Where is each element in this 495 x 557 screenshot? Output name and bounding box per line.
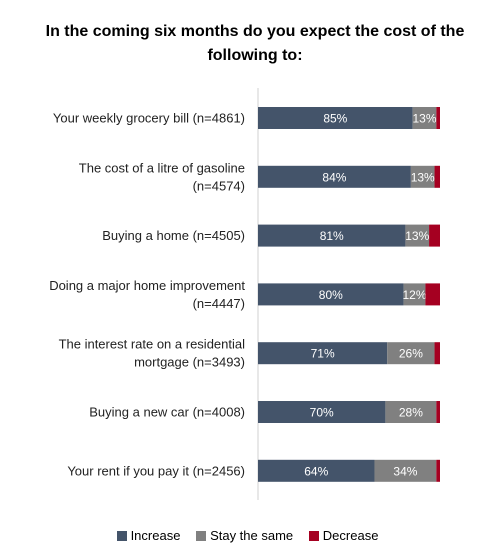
legend-label-increase: Increase — [130, 528, 181, 543]
data-label-stay-the-same-2: 13% — [405, 229, 429, 243]
data-label-stay-the-same-1: 13% — [411, 170, 435, 184]
bar-stay-the-same-4 — [387, 342, 435, 365]
bar-increase-4 — [258, 342, 388, 365]
category-label-2: Buying a home (n=4505) — [102, 228, 245, 243]
data-label-increase-2: 81% — [320, 229, 344, 243]
legend: Increase Stay the same Decrease — [0, 528, 495, 543]
bar-increase-2 — [258, 224, 406, 247]
data-label-stay-the-same-6: 34% — [393, 464, 417, 478]
data-label-stay-the-same-5: 28% — [399, 406, 423, 420]
data-label-stay-the-same-3: 12% — [403, 288, 427, 302]
bar-increase-0 — [258, 107, 413, 129]
bar-increase-6 — [258, 459, 375, 482]
bar-stay-the-same-1 — [410, 165, 435, 188]
data-label-increase-0: 85% — [323, 112, 347, 126]
chart-title: In the coming six months do you expect t… — [45, 23, 465, 64]
bar-increase-3 — [258, 283, 404, 306]
data-label-stay-the-same-4: 26% — [399, 347, 423, 361]
data-label-increase-3: 80% — [319, 288, 343, 302]
bar-stay-the-same-6 — [374, 459, 437, 482]
category-label-4: The interest rate on a residential mortga… — [59, 337, 246, 370]
legend-swatch-decrease — [308, 531, 319, 541]
bar-stay-the-same-3 — [403, 283, 426, 306]
category-label-6: Your rent if you pay it (n=2456) — [67, 463, 245, 478]
bar-decrease-1 — [434, 165, 440, 188]
bar-decrease-4 — [434, 342, 440, 365]
legend-item-increase: Increase — [116, 528, 181, 543]
bar-decrease-3 — [425, 283, 440, 306]
bar-increase-1 — [258, 165, 411, 188]
legend-swatch-stay-the-same — [196, 531, 207, 541]
legend-item-decrease: Decrease — [308, 528, 379, 543]
category-label-0: Your weekly grocery bill (n=4861) — [53, 111, 245, 126]
data-label-increase-5: 70% — [310, 406, 334, 420]
bar-decrease-2 — [429, 224, 440, 247]
data-label-increase-4: 71% — [311, 347, 335, 361]
category-label-3: Doing a major home improvement (n=4447) — [49, 278, 245, 311]
bar-stay-the-same-2 — [405, 224, 430, 247]
legend-label-decrease: Decrease — [322, 528, 379, 543]
legend-label-stay-the-same: Stay the same — [210, 528, 294, 543]
bar-stay-the-same-5 — [385, 401, 437, 423]
data-label-increase-1: 84% — [322, 170, 346, 184]
chart-plot: Your weekly grocery bill (n=4861) 85% 13% T… — [49, 88, 440, 500]
bar-stay-the-same-0 — [412, 107, 437, 129]
category-label-1: The cost of a litre of gasoline (n=4574) — [79, 160, 245, 193]
data-label-increase-6: 64% — [304, 464, 328, 478]
bar-decrease-5 — [436, 401, 440, 423]
legend-swatch-increase — [116, 531, 127, 541]
data-label-stay-the-same-0: 13% — [413, 112, 437, 126]
bar-decrease-0 — [436, 107, 440, 129]
legend-item-stay-the-same: Stay the same — [196, 528, 293, 543]
bar-decrease-6 — [436, 459, 440, 482]
bar-increase-5 — [258, 401, 386, 423]
category-label-5: Buying a new car (n=4008) — [89, 405, 245, 420]
